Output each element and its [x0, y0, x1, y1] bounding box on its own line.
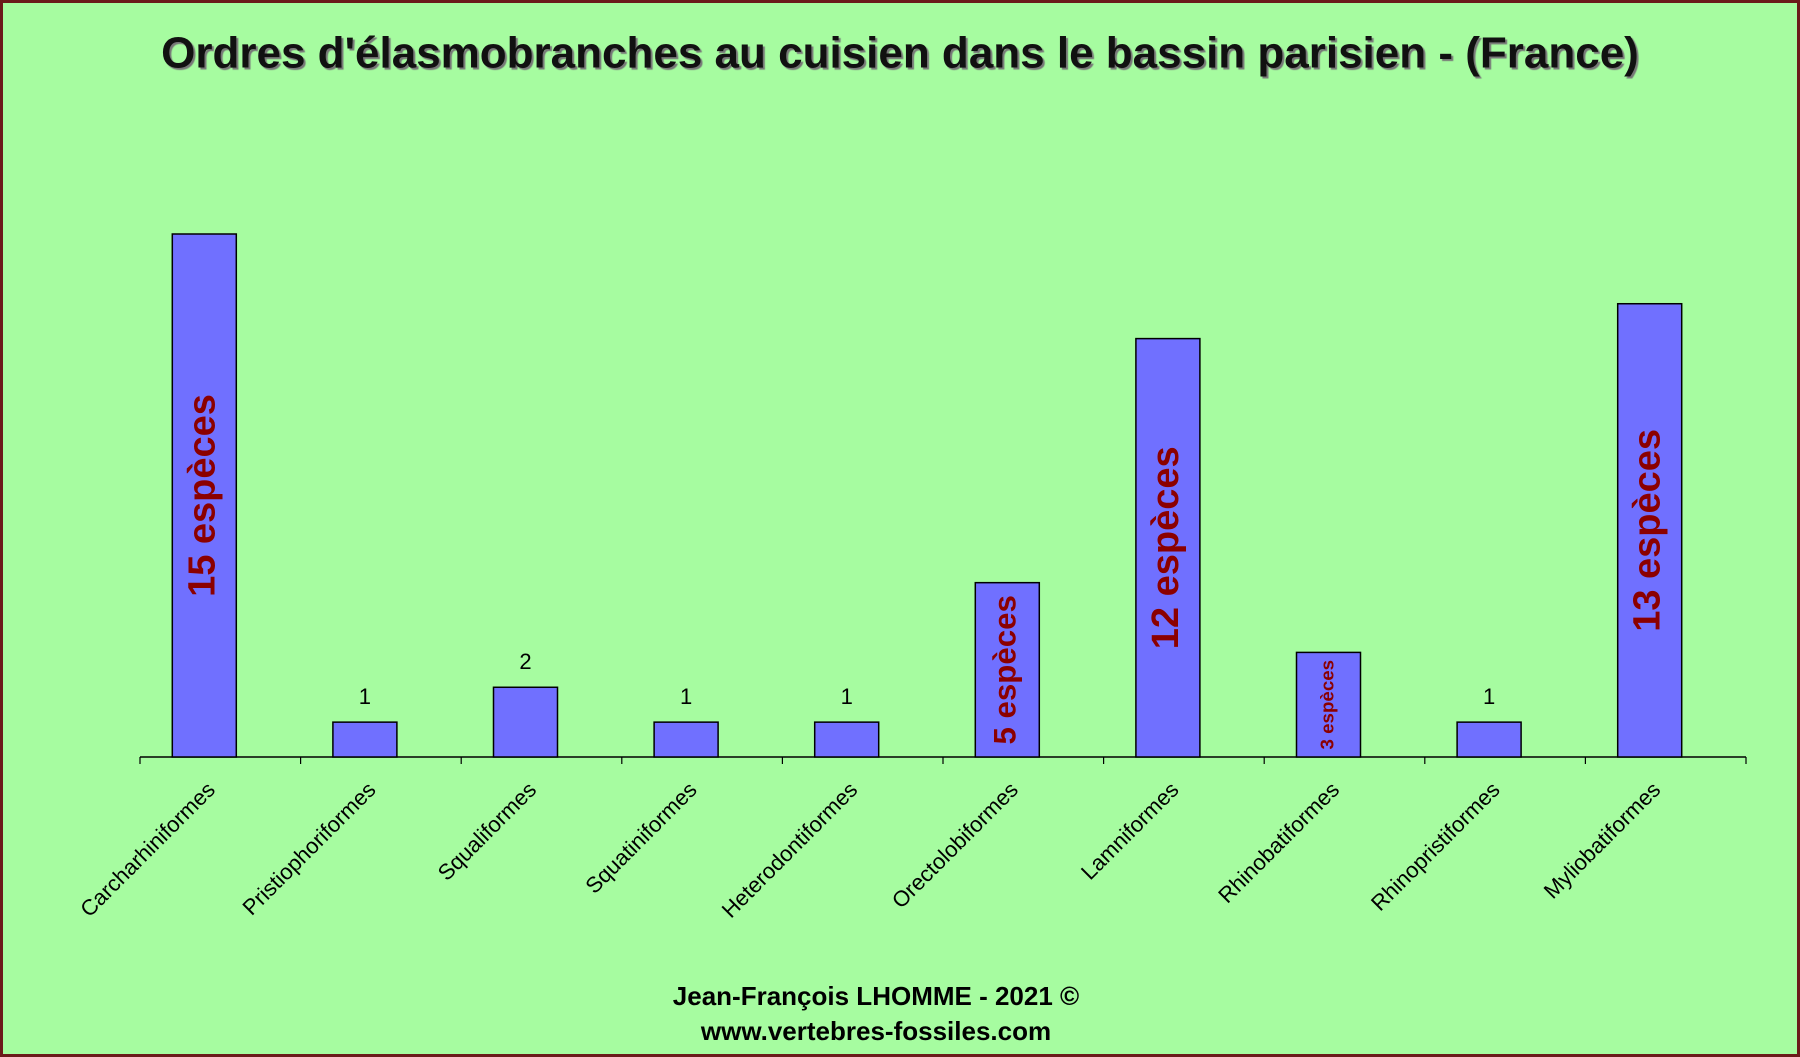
bar: [1456, 721, 1522, 758]
value-label: 1: [841, 684, 853, 709]
bar: [1616, 302, 1683, 758]
value-label: 15 espèces: [181, 394, 223, 597]
bar: [813, 721, 880, 758]
value-label: 2: [519, 649, 531, 674]
bar: [653, 721, 719, 758]
credit: Jean-François LHOMME - 2021 ©: [673, 981, 1079, 1011]
value-label: 1: [1483, 684, 1495, 709]
value-label: 5 espèces: [988, 595, 1023, 744]
value-label: 3 espèces: [1316, 660, 1337, 750]
credit: www.vertebres-fossiles.com: [700, 1016, 1051, 1046]
bar: [1135, 337, 1201, 758]
bar: [332, 721, 398, 758]
value-label: 1: [680, 684, 692, 709]
chart-title: Ordres d'élasmobranches au cuisien dans …: [161, 29, 1639, 78]
value-label: 13 espèces: [1627, 429, 1669, 632]
value-label: 1: [359, 684, 371, 709]
bar: [1295, 651, 1362, 758]
value-label: 12 espèces: [1145, 446, 1187, 649]
bar: [171, 233, 238, 758]
bar: [974, 581, 1041, 758]
bar: [492, 686, 559, 758]
